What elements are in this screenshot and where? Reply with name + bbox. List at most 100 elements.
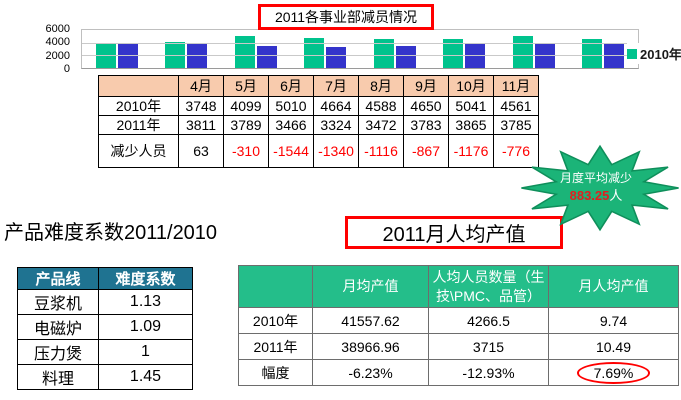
productivity-header: 月均产值 — [312, 265, 429, 308]
reduction-cell: 5010 — [268, 96, 314, 116]
difficulty-cell: 1.13 — [98, 289, 193, 315]
productivity-cell: 9.74 — [548, 307, 679, 334]
starburst-line2: 883.25人 — [519, 187, 673, 206]
reduction-row: 减少人员 63 -310 -1544 -1340 -1116 -867 -1176 -776 — [98, 134, 539, 168]
reduction-row-label: 2011年 — [98, 115, 179, 135]
productivity-cell: -12.93% — [428, 359, 549, 386]
chart-title: 2011各事业部减员情况 — [258, 4, 434, 30]
productivity-cell: 38966.96 — [312, 333, 429, 360]
legend-label: 2010年 — [640, 47, 681, 62]
difficulty-cell: 1 — [98, 339, 193, 365]
bar-2011年-6月 — [256, 46, 277, 68]
bar-group-4月 — [82, 30, 152, 68]
reduction-cell: 4561 — [493, 96, 539, 116]
starburst-unit: 人 — [609, 188, 623, 204]
difficulty-row: 压力煲 1 — [17, 339, 193, 365]
bar-group-5月 — [152, 30, 222, 68]
bar-group-8月 — [360, 30, 430, 68]
productivity-title: 2011月人均产值 — [345, 216, 563, 249]
y-axis: 6000 4000 2000 0 — [28, 0, 74, 80]
gridline-4000 — [82, 42, 638, 44]
reduction-header-month: 4月 — [178, 75, 224, 97]
reduction-header-month: 10月 — [448, 75, 494, 97]
reduction-cell: 3785 — [493, 115, 539, 135]
reduction-cell: -867 — [403, 134, 449, 168]
bar-2010年-11月 — [582, 39, 603, 68]
reduction-cell: 3811 — [178, 115, 224, 135]
y-tick-6000: 6000 — [45, 23, 70, 35]
reduction-row-label: 减少人员 — [98, 134, 179, 168]
productivity-cell: 2010年 — [238, 307, 313, 334]
reduction-table: 4月 5月 6月 7月 8月 9月 10月 11月 2010年 3748 4099 5010 4664 4… — [98, 75, 539, 168]
difficulty-cell: 电磁炉 — [17, 314, 99, 340]
productivity-row: 幅度 -6.23% -12.93% 7.69% — [238, 359, 679, 386]
reduction-header-row: 4月 5月 6月 7月 8月 9月 10月 11月 — [98, 75, 539, 97]
productivity-header: 月人均产值 — [548, 265, 679, 308]
difficulty-table: 产品线 难度系数 豆浆机 1.13 电磁炉 1.09 压力煲 1 料理 1.45 — [17, 267, 193, 390]
reduction-header-month: 11月 — [493, 75, 539, 97]
reduction-cell: -1340 — [313, 134, 359, 168]
reduction-cell: 3748 — [178, 96, 224, 116]
difficulty-header: 产品线 — [17, 267, 99, 290]
difficulty-cell: 1.45 — [98, 364, 193, 390]
difficulty-cell: 压力煲 — [17, 339, 99, 365]
difficulty-cell: 料理 — [17, 364, 99, 390]
productivity-cell: 幅度 — [238, 359, 313, 386]
bar-group-9月 — [430, 30, 500, 68]
difficulty-title: 产品难度系数2011/2010 — [4, 222, 218, 244]
reduction-header-month: 7月 — [313, 75, 359, 97]
bar-group-10月 — [499, 30, 569, 68]
reduction-header-month: 6月 — [268, 75, 314, 97]
y-tick-4000: 4000 — [45, 36, 70, 48]
productivity-row: 2011年 38966.96 3715 10.49 — [238, 333, 679, 360]
difficulty-cell: 豆浆机 — [17, 289, 99, 315]
reduction-cell: 63 — [178, 134, 224, 168]
gridline-2000 — [82, 55, 638, 57]
productivity-cell: -6.23% — [312, 359, 429, 386]
reduction-cell: -1176 — [448, 134, 494, 168]
bar-2011年-8月 — [395, 46, 416, 68]
reduction-header-empty — [98, 75, 179, 97]
bar-2010年-6月 — [234, 36, 255, 68]
difficulty-row: 料理 1.45 — [17, 364, 193, 390]
starburst-value: 883.25 — [569, 188, 610, 204]
reduction-cell: 3324 — [313, 115, 359, 135]
reduction-cell: 3783 — [403, 115, 449, 135]
reduction-cell: -776 — [493, 134, 539, 168]
productivity-cell: 4266.5 — [428, 307, 549, 334]
bar-plot — [81, 29, 639, 69]
difficulty-cell: 1.09 — [98, 314, 193, 340]
productivity-table: 月均产值 人均人员数量（生技\PMC、品管） 月人均产值 2010年 41557.62 4… — [238, 265, 679, 386]
highlight-ellipse: 7.69% — [576, 361, 651, 384]
productivity-cell: 10.49 — [548, 333, 679, 360]
productivity-cell: 2011年 — [238, 333, 313, 360]
difficulty-row: 电磁炉 1.09 — [17, 314, 193, 340]
bar-2010年-7月 — [304, 38, 325, 68]
reduction-cell: 4664 — [313, 96, 359, 116]
reduction-cell: -310 — [223, 134, 269, 168]
reduction-cell: 3789 — [223, 115, 269, 135]
difficulty-row: 豆浆机 1.13 — [17, 289, 193, 315]
productivity-row: 2010年 41557.62 4266.5 9.74 — [238, 307, 679, 334]
reduction-header-month: 5月 — [223, 75, 269, 97]
reduction-header-month: 9月 — [403, 75, 449, 97]
reduction-cell: 5041 — [448, 96, 494, 116]
reduction-row-label-text: 减少人员 — [110, 142, 167, 159]
reduction-cell: 4099 — [223, 96, 269, 116]
reduction-header-month: 8月 — [358, 75, 404, 97]
bar-group-6月 — [221, 30, 291, 68]
bar-2011年-7月 — [326, 46, 347, 68]
bar-2010年-8月 — [373, 38, 394, 68]
bar-group-7月 — [291, 30, 361, 68]
reduction-cell: 3865 — [448, 115, 494, 135]
legend-marker-2010-icon — [627, 48, 637, 59]
reduction-cell: -1116 — [358, 134, 404, 168]
productivity-header-row: 月均产值 人均人员数量（生技\PMC、品管） 月人均产值 — [238, 265, 679, 308]
y-tick-2000: 2000 — [45, 49, 70, 62]
difficulty-header-row: 产品线 难度系数 — [17, 267, 193, 290]
starburst-line1: 月度平均减少 — [559, 171, 632, 185]
reduction-row: 2010年 3748 4099 5010 4664 4588 4650 5041 4561 — [98, 96, 539, 116]
productivity-cell: 41557.62 — [312, 307, 429, 334]
bar-2010年-10月 — [512, 36, 533, 68]
productivity-cell: 7.69% — [548, 359, 679, 386]
